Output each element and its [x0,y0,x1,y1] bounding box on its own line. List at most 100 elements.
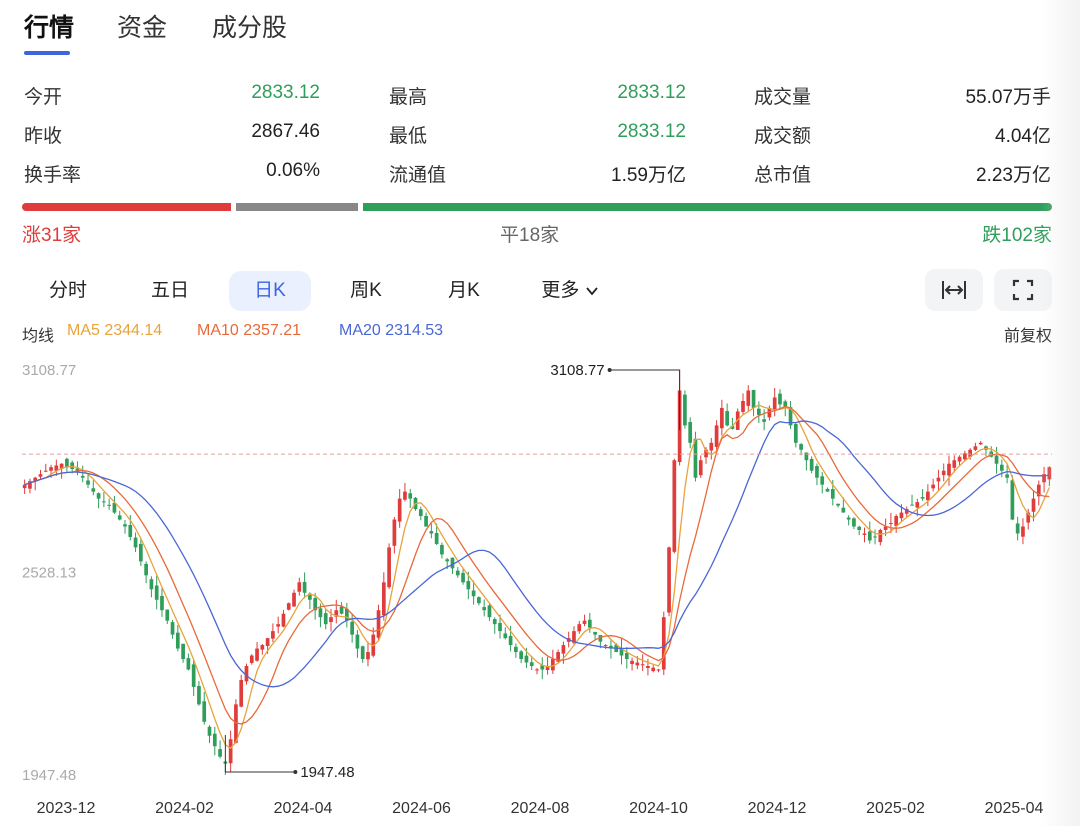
candle-body [207,726,212,736]
period-daily-k[interactable]: 日K [229,271,311,311]
candle-body [889,523,893,525]
candle-body [598,635,603,642]
candle-body [487,605,492,618]
candle-body [698,460,703,476]
candle-body [852,518,856,527]
period-weekly-k[interactable]: 周K [350,280,382,301]
candle-body [170,622,175,635]
candle-body [720,407,724,429]
stat-label-high: 最高 [389,87,428,108]
tab-market[interactable]: 行情 [24,14,75,42]
candle-body [693,438,698,478]
candle-body [947,463,951,476]
candle-body [360,646,365,660]
stat-label-volume: 成交量 [754,87,812,108]
candle-body [59,463,64,469]
candle-body [873,536,877,538]
candle-body [286,603,291,610]
candle-body [429,531,434,534]
tab-constituents[interactable]: 成分股 [212,14,288,42]
expand-button[interactable] [925,269,983,311]
candle-body [239,679,244,707]
horizontal-expand-icon [942,281,966,299]
candle-body [545,666,550,671]
candle-body [862,533,867,535]
x-axis-label: 2024-10 [629,800,688,817]
candle-body [1047,467,1052,480]
candle-body [841,507,846,513]
kline-chart[interactable]: 3108.77 2528.13 1947.48 3108.77 1947.48 … [0,350,1080,826]
candle-body [260,645,265,650]
candle-body [741,400,745,412]
stat-label-total-cap: 总市值 [754,165,812,186]
candle-body [255,648,259,661]
candle-body [820,476,825,485]
candle-body [577,624,582,632]
candle-body [1010,480,1015,520]
candle-body [661,617,666,670]
candle-body [329,617,333,623]
candle-body [498,622,502,632]
candle-body [962,453,967,460]
candle-body [244,666,249,682]
stat-label-amount: 成交额 [754,126,812,147]
candle-body [128,524,133,537]
tab-active-indicator [24,51,70,55]
candle-body [656,669,661,671]
candle-body [772,397,777,410]
x-axis-label: 2024-06 [392,800,451,817]
stat-value-total-cap: 2.23万亿 [976,165,1051,186]
candle-body [519,651,524,660]
adjust-mode[interactable]: 前复权 [1003,328,1052,345]
candle-body [123,524,127,527]
candle-body [387,547,391,588]
candle-body [561,645,566,654]
candle-body [815,466,819,478]
candle-body [894,516,899,526]
x-axis-label: 2024-02 [155,800,214,817]
candle-body [455,570,460,576]
candle-body [825,488,830,492]
candle-body [704,449,708,458]
period-monthly-k[interactable]: 月K [448,280,480,301]
max-annotation-dot [607,368,612,372]
candle-body [582,620,587,624]
candle-body [91,488,96,492]
candle-body [635,662,640,666]
candle-body [920,497,925,499]
candle-body [778,393,782,405]
candle-body [197,686,201,705]
fullscreen-button[interactable] [994,269,1052,311]
min-annotation-label: 1947.48 [300,764,354,781]
candle-body [175,632,180,649]
period-intraday[interactable]: 分时 [48,280,87,301]
breadth-flat-segment [236,203,358,211]
candle-body [593,631,597,635]
candle-body [709,442,714,451]
candle-body [318,608,323,618]
candle-body [228,739,233,764]
candle-body [344,608,349,621]
candle-body [313,598,318,611]
period-five-day[interactable]: 五日 [150,280,189,301]
candle-body [160,595,164,611]
candle-body [630,660,634,665]
candle-body [762,419,766,422]
candle-body [508,635,513,646]
candle-body [788,407,793,426]
period-more[interactable]: 更多 [530,271,610,311]
candle-body [471,590,476,597]
candle-body [355,634,360,649]
candle-body [292,592,296,607]
breadth-down-segment [363,203,1052,211]
candle-body [466,580,471,590]
x-axis-label: 2025-04 [985,800,1044,817]
candle-body [107,504,112,506]
candle-body [830,489,835,499]
candle-body [408,493,413,499]
tab-capital[interactable]: 资金 [117,14,168,42]
stat-value-volume: 55.07万手 [965,87,1051,108]
candle-body [102,501,106,503]
chevron-down-icon [585,287,598,296]
candle-body [434,532,439,544]
